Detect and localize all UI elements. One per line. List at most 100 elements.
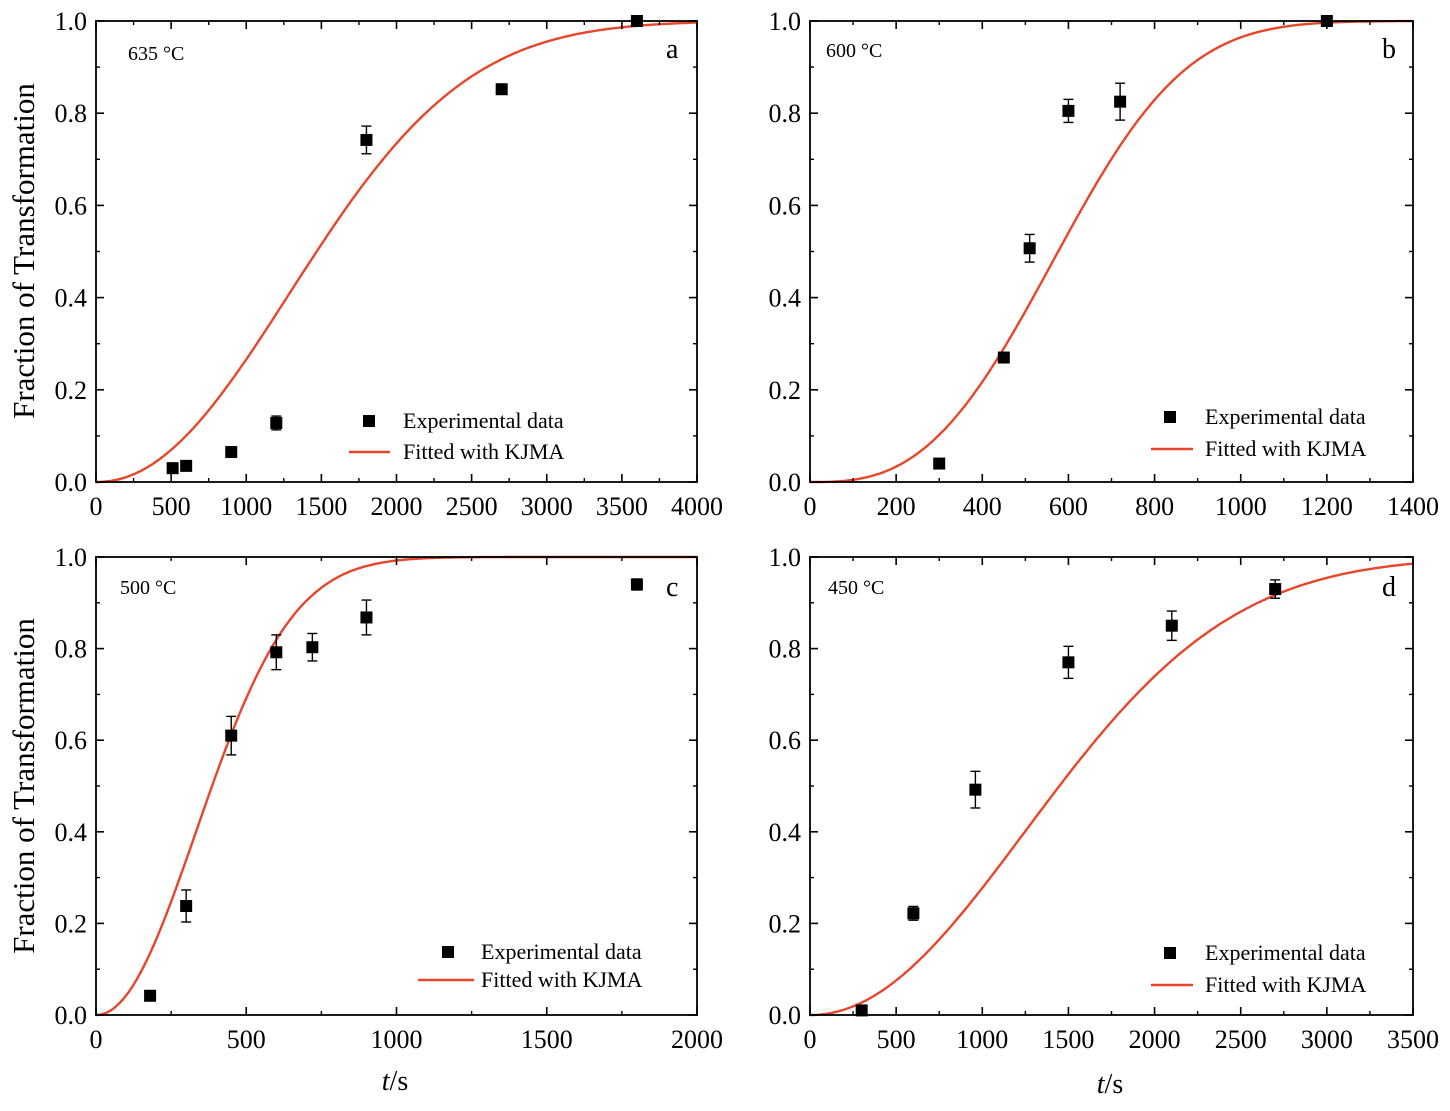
panel-c-y-tick-label: 0.8 <box>55 635 88 664</box>
panel-c-letter: c <box>666 572 678 603</box>
panel-d-fit-line <box>810 562 1414 1017</box>
panel-b-x-tick-label: 1400 <box>1387 492 1439 521</box>
panel-a-data-point <box>166 462 179 475</box>
panel-b-temperature: 600 °C <box>826 40 882 62</box>
panel-c-y-tick-label: 1.0 <box>55 543 88 572</box>
panel-a-data-point <box>630 15 643 27</box>
panel-c-x-tick-label: 1000 <box>371 1025 423 1054</box>
panel-c-x-tick-label: 2000 <box>671 1025 723 1054</box>
panel-a-temperature: 635 °C <box>128 43 184 65</box>
panel-a-data-point <box>225 446 238 459</box>
panel-d-x-tick-label: 0 <box>804 1025 817 1054</box>
panel-a-data-point <box>495 83 508 96</box>
panel-b-data-point <box>1320 15 1333 27</box>
panel-c-data-point <box>630 578 643 591</box>
panel-b-x-tick-label: 0 <box>804 492 817 521</box>
panel-d-y-tick-label: 0.4 <box>769 818 802 847</box>
panel-c-y-tick-label: 0.4 <box>55 818 88 847</box>
panel-b-x-tick-label: 1000 <box>1215 492 1267 521</box>
panel-d-temperature: 450 °C <box>828 577 884 599</box>
panel-a-y-tick-label: 1.0 <box>55 7 88 36</box>
panel-a-x-tick-label: 1000 <box>220 492 272 521</box>
panel-a-y-tick-label: 0.2 <box>55 376 88 405</box>
panel-a-x-tick-label: 2000 <box>371 492 423 521</box>
panel-a-data-point <box>270 416 283 429</box>
panel-d-data-point <box>855 1004 868 1017</box>
x-axis-label-right-var: t <box>1097 1069 1106 1100</box>
panel-c-y-tick-label: 0.2 <box>55 909 88 938</box>
panel-b-y-tick-label: 0.4 <box>769 284 802 313</box>
panel-b-data-point <box>997 351 1010 364</box>
panel-b-x-tick-label: 200 <box>877 492 916 521</box>
panel-b-legend-marker <box>1164 411 1176 423</box>
panel-b-y-tick-label: 0.2 <box>769 376 802 405</box>
panel-d-data-point <box>1269 583 1282 596</box>
panel-d-data-point <box>969 783 982 796</box>
panel-d-data-point <box>1062 656 1075 669</box>
panel-b-legend-experimental: Experimental data <box>1205 404 1366 429</box>
panel-c-y-tick-label: 0.0 <box>55 1001 88 1030</box>
panel-d-letter: d <box>1382 572 1396 603</box>
panel-a-data-point <box>360 133 373 146</box>
panel-b-letter: b <box>1382 34 1396 65</box>
panel-d-x-tick-label: 500 <box>877 1025 916 1054</box>
panel-d-y-tick-label: 1.0 <box>769 543 802 572</box>
panel-a-axes-frame <box>95 20 698 483</box>
panel-b-fit-line <box>810 19 1413 484</box>
panel-c-legend-experimental: Experimental data <box>481 939 642 964</box>
panel-d: 450 °C d 0 500 1000 1500 2000 2500 3000 3500 0.0… <box>769 543 1440 1054</box>
panel-a-x-tick-label: 0 <box>90 492 103 521</box>
panel-c-temperature: 500 °C <box>120 577 176 599</box>
panel-a-x-tick-label: 4000 <box>671 492 723 521</box>
panel-b-x-tick-label: 600 <box>1049 492 1088 521</box>
panel-a-legend-experimental: Experimental data <box>403 408 564 433</box>
panel-d-x-tick-label: 2000 <box>1129 1025 1181 1054</box>
y-axis-label-bottom: Fraction of Transformation <box>6 618 41 954</box>
panel-c-legend-marker <box>442 946 454 958</box>
panel-d-x-tick-label: 1500 <box>1042 1025 1094 1054</box>
panel-c-x-tick-label: 1500 <box>521 1025 573 1054</box>
panel-b-y-tick-label: 1.0 <box>769 7 802 36</box>
panel-c-data-point <box>225 729 238 742</box>
panel-c-data-point <box>360 611 373 624</box>
panel-c-data-point <box>144 989 157 1002</box>
panel-c-data-point <box>306 641 319 654</box>
panel-a-y-tick-label: 0.0 <box>55 468 88 497</box>
panel-b: 600 °C b 0 200 400 600 800 1000 1200 1400 0.0 0.2… <box>769 7 1440 521</box>
panel-d-y-tick-label: 0.2 <box>769 909 802 938</box>
panel-a-fit-line <box>96 21 697 484</box>
panel-d-legend-experimental: Experimental data <box>1205 940 1366 965</box>
panel-d-y-tick-label: 0.6 <box>769 726 802 755</box>
panel-d-data-point <box>907 907 920 920</box>
panel-d-legend-fit: Fitted with KJMA <box>1205 972 1366 997</box>
panel-b-y-tick-label: 0.0 <box>769 468 802 497</box>
panel-c: 500 °C c 0 500 1000 1500 2000 0.0 0.2 0.4 0.6 0.8… <box>55 543 724 1054</box>
panel-c-data-point <box>180 899 193 912</box>
panel-a-letter: a <box>666 34 679 65</box>
panel-a-y-tick-label: 0.6 <box>55 191 88 220</box>
panel-b-data-point <box>1062 104 1075 117</box>
panel-b-x-tick-label: 400 <box>963 492 1002 521</box>
panel-a-x-tick-label: 3000 <box>521 492 573 521</box>
panel-d-x-tick-label: 1000 <box>956 1025 1008 1054</box>
panel-a-data-point <box>180 459 193 472</box>
panel-a-x-tick-label: 1500 <box>295 492 347 521</box>
panel-d-x-tick-label: 2500 <box>1215 1025 1267 1054</box>
panel-b-y-tick-label: 0.6 <box>769 191 802 220</box>
panel-d-legend-marker <box>1164 947 1176 959</box>
panel-a-legend-fit: Fitted with KJMA <box>403 439 564 464</box>
panel-d-x-tick-label: 3000 <box>1301 1025 1353 1054</box>
panel-b-x-tick-label: 800 <box>1135 492 1174 521</box>
panel-d-x-tick-label: 3500 <box>1387 1025 1439 1054</box>
panel-a-y-tick-label: 0.8 <box>55 99 88 128</box>
panel-d-y-tick-label: 0.8 <box>769 635 802 664</box>
panel-c-y-tick-label: 0.6 <box>55 726 88 755</box>
panel-c-x-tick-label: 500 <box>227 1025 266 1054</box>
panel-a-y-tick-label: 0.4 <box>55 284 88 313</box>
panel-a: 635 °C a 0 500 1000 1500 2000 2500 3000 3500 400… <box>55 7 724 521</box>
panel-c-x-tick-label: 0 <box>90 1025 103 1054</box>
x-axis-label-left: t/s <box>382 1066 408 1097</box>
panel-b-y-tick-label: 0.8 <box>769 99 802 128</box>
panel-b-data-point <box>1023 242 1036 255</box>
y-axis-label-top: Fraction of Transformation <box>6 83 41 419</box>
